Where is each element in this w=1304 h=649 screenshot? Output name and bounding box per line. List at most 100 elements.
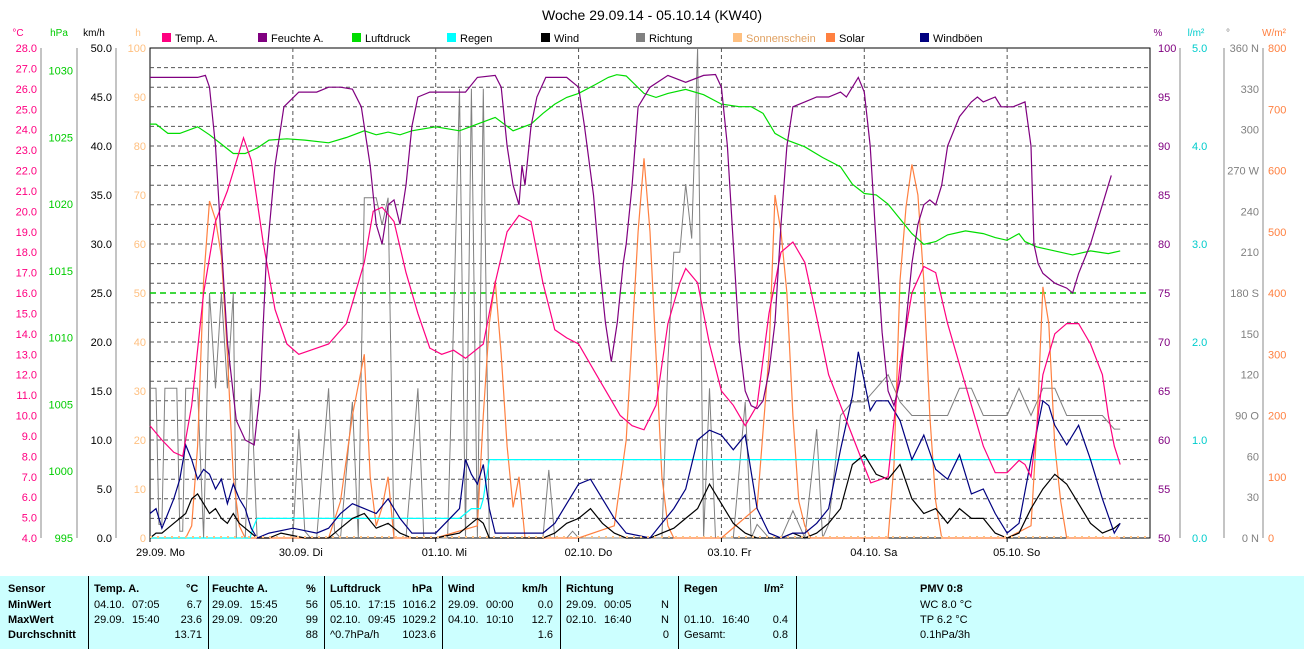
legend-label: Temp. A. (175, 33, 218, 45)
legend-label: Solar (839, 33, 865, 45)
axis-tick-label: 95 (1158, 92, 1170, 104)
table-cell-label: Durchschnitt (8, 629, 76, 641)
axis-unit: l/m² (1188, 28, 1205, 39)
table-divider (560, 576, 561, 649)
table-cell-regen-val: 0.4 (772, 614, 788, 626)
table-cell-wind-date: 29.09. (448, 599, 479, 611)
table-header-richtung: Richtung (566, 583, 614, 595)
chart-title: Woche 29.09.14 - 05.10.14 (KW40) (542, 7, 762, 23)
axis-tick-label: 15.0 (16, 308, 37, 320)
table-cell-label: MinWert (8, 599, 52, 611)
axis-tick-label: 2.0 (1192, 337, 1207, 349)
axis-tick-label: 270 W (1227, 166, 1259, 178)
table-header-luftdruck: Luftdruck (330, 583, 381, 595)
axis-tick-label: 0 (1268, 533, 1274, 545)
axis-unit: W/m² (1262, 28, 1287, 39)
table-divider (324, 576, 325, 649)
table-cell-temp-time: 15:40 (132, 614, 160, 626)
series-feuchte-a (150, 73, 1112, 446)
axis-tick-label: 7.0 (22, 472, 37, 484)
axis-tick-label: 5.0 (1192, 43, 1207, 55)
axis-tick-label: 0 N (1242, 533, 1259, 545)
axis-tick-label: 40 (134, 337, 146, 349)
table-cell-regen-time: 16:40 (722, 614, 750, 626)
table-header-temp: Temp. A. (94, 583, 140, 595)
axis-tick-label: 330 (1241, 84, 1259, 96)
axis-tick-label: 21.0 (16, 186, 37, 198)
table-cell-feuchte-date: 29.09. (212, 599, 243, 611)
table-cell-wind-time: 10:10 (486, 614, 514, 626)
table-cell-feuchte-val: 88 (305, 629, 318, 641)
stats-table: Sensor Temp. A. °C Feuchte A. % Luftdruc… (0, 576, 1304, 649)
axis-tick-label: 700 (1268, 104, 1286, 116)
table-cell-richt-val: N (661, 599, 669, 611)
axis-tick-label: 50.0 (91, 43, 112, 55)
axis-tick-label: 120 (1241, 370, 1259, 382)
table-divider (208, 576, 209, 649)
legend-label: Sonnenschein (746, 33, 816, 45)
axis-tick-label: 70 (134, 190, 146, 202)
legend-swatch (541, 33, 550, 42)
axis-tick-label: 5.0 (22, 513, 37, 525)
table-divider (442, 576, 443, 649)
legend-swatch (162, 33, 171, 42)
legend-swatch (447, 33, 456, 42)
axis-tick-label: 90 (1158, 141, 1170, 153)
table-cell-feuchte-val: 56 (305, 599, 318, 611)
table-cell-regen-date: 01.10. (684, 614, 715, 626)
axis-tick-label: 24.0 (16, 125, 37, 137)
table-header-feuchte-unit: % (306, 583, 316, 595)
axis-tick-label: 180 S (1230, 288, 1259, 300)
axis-tick-label: 6.0 (22, 492, 37, 504)
axis-tick-label: 15.0 (91, 386, 112, 398)
table-cell-temp-val: 13.71 (174, 629, 202, 641)
axis-tick-label: 995 (55, 533, 73, 545)
axis-tick-label: 4.0 (1192, 141, 1207, 153)
table-cell-druck-date: 05.10. (330, 599, 361, 611)
table-cell-wind-val: 12.7 (531, 614, 553, 626)
table-cell-druck-time: 09:45 (368, 614, 396, 626)
series-windböen (149, 351, 1121, 539)
legend-swatch (920, 33, 929, 42)
series-wind (149, 453, 1121, 539)
table-cell-richt-time: 16:40 (604, 614, 632, 626)
axis-tick-label: 19.0 (16, 227, 37, 239)
axis-tick-label: 8.0 (22, 451, 37, 463)
axis-tick-label: 30 (134, 386, 146, 398)
legend-label: Windböen (933, 33, 983, 45)
axis-tick-label: 1015 (49, 266, 73, 278)
table-cell-druck-date: 02.10. (330, 614, 361, 626)
table-header-temp-unit: °C (186, 583, 199, 595)
table-cell-feuchte-date: 29.09. (212, 614, 243, 626)
axis-tick-label: 400 (1268, 288, 1286, 300)
axis-tick-label: 11.0 (16, 390, 37, 402)
x-tick-label: 04.10. Sa (850, 547, 898, 559)
axis-tick-label: 16.0 (16, 288, 37, 300)
axis-tick-label: 50 (1158, 533, 1170, 545)
axis-tick-label: 27.0 (16, 63, 37, 75)
axis-tick-label: 600 (1268, 166, 1286, 178)
axis-unit: hPa (50, 28, 68, 39)
legend-swatch (733, 33, 742, 42)
axis-tick-label: 30.0 (91, 239, 112, 251)
axis-tick-label: 60 (1158, 435, 1170, 447)
x-tick-label: 29.09. Mo (136, 547, 185, 559)
axis-tick-label: 14.0 (16, 329, 37, 341)
table-cell-feuchte-val: 99 (305, 614, 318, 626)
axis-tick-label: 200 (1268, 411, 1286, 423)
table-header-wind-unit: km/h (522, 583, 548, 595)
axis-tick-label: 5.0 (97, 484, 112, 496)
table-cell-druck-time: 17:15 (368, 599, 396, 611)
table-header-feuchte: Feuchte A. (212, 583, 268, 595)
table-cell-richt-val: N (661, 614, 669, 626)
table-cell-wind-val: 0.0 (537, 599, 553, 611)
axis-tick-label: 35.0 (91, 190, 112, 202)
axis-unit: h (135, 28, 141, 39)
axis-tick-label: 500 (1268, 227, 1286, 239)
table-cell-extra: TP 6.2 °C (920, 614, 968, 626)
table-cell-wind-date: 04.10. (448, 614, 479, 626)
table-cell-temp-val: 23.6 (180, 614, 202, 626)
axis-tick-label: 300 (1268, 349, 1286, 361)
axis-tick-label: 22.0 (16, 166, 37, 178)
table-cell-regen-date: Gesamt: (684, 629, 726, 641)
